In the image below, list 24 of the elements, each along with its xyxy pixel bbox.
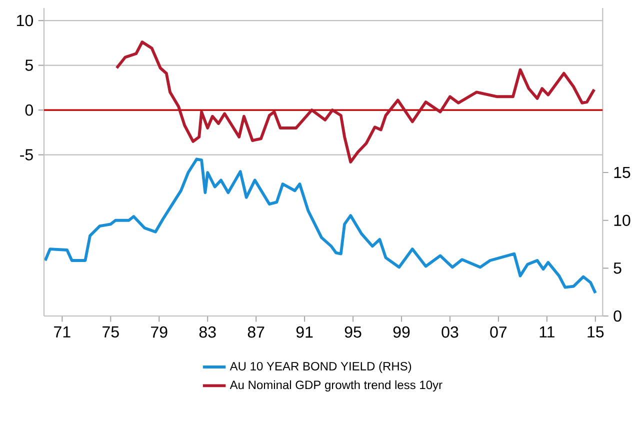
line-series (115, 40, 596, 164)
y-tick-label: -5 (20, 149, 33, 160)
x-tick-label: 07 (490, 326, 507, 338)
legend-label: AU 10 YEAR BOND YIELD (RHS) (230, 362, 412, 373)
y-tick-label: 10 (17, 14, 33, 26)
x-tick-label: 71 (54, 326, 70, 338)
y2-tick-label: 15 (614, 166, 630, 178)
x-tick-label: 75 (102, 326, 119, 338)
y2-tick-label: 0 (614, 310, 622, 322)
x-tick-label: 95 (344, 326, 362, 338)
y2-tick-label: 5 (614, 262, 622, 274)
x-tick-label: 79 (151, 326, 168, 338)
y2-tick-label: 10 (614, 214, 630, 226)
x-tick-label: 99 (393, 326, 410, 338)
legend-label: Au Nominal GDP growth trend less 10yr (230, 380, 442, 392)
x-tick-label: 15 (588, 326, 604, 338)
line-series (44, 158, 597, 295)
x-tick-label: 87 (248, 326, 264, 338)
x-tick-label: 91 (296, 326, 313, 338)
y-tick-label: 0 (25, 104, 33, 116)
x-tick-label: 03 (442, 326, 458, 338)
x-tick-label: 11 (540, 326, 554, 338)
y-tick-label: 5 (25, 60, 33, 71)
x-tick-label: 83 (199, 326, 216, 338)
